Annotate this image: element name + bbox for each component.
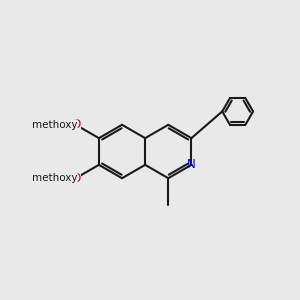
Text: N: N [187,158,196,171]
Text: methoxy: methoxy [32,173,77,183]
Text: O: O [71,118,80,131]
Text: O: O [71,172,80,185]
Text: methoxy: methoxy [32,120,77,130]
